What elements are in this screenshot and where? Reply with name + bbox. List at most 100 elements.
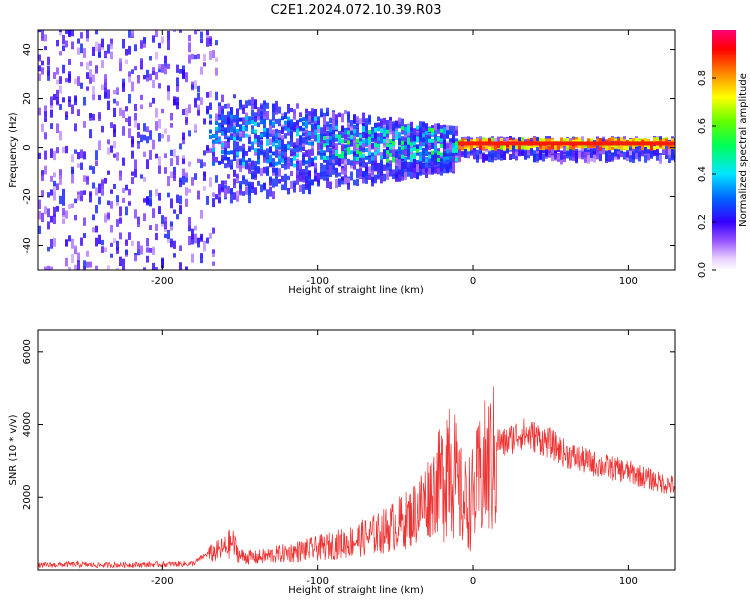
spectrogram-cell [80, 82, 83, 89]
spectrogram-band-cell [653, 146, 656, 151]
spectrogram-band-cell [611, 137, 614, 142]
spectrogram-band-cell [275, 139, 278, 144]
spectrogram-band-cell [350, 150, 353, 155]
spectrogram-band-cell [281, 144, 284, 149]
spectrogram-cell [416, 164, 419, 173]
spectrogram-cell [410, 165, 413, 172]
spectrogram-band-cell [266, 129, 269, 134]
spectrogram-band-cell [221, 131, 224, 136]
spectrogram-cell [371, 126, 374, 134]
spectrogram-cell [482, 154, 485, 163]
spectrogram-cell [62, 212, 65, 218]
spectrogram-cell [68, 30, 71, 36]
spectrogram-band-cell [485, 144, 488, 149]
spectrogram-cell [191, 234, 194, 240]
spectrogram-cell [572, 153, 575, 161]
spectrogram-cell [320, 162, 323, 168]
spectrogram-cell [155, 51, 158, 60]
spectrogram-band-cell [278, 139, 281, 144]
spectrogram-line-cell [500, 141, 503, 146]
spectrogram-cell [110, 145, 113, 153]
spectrogram-band-cell [377, 136, 380, 141]
spectrogram-band-cell [404, 145, 407, 150]
spectrogram-cell [188, 235, 191, 246]
spectrogram-cell [383, 118, 386, 126]
spectrogram-ytick-label: 0 [22, 144, 33, 150]
spectrogram-line-cell [479, 141, 482, 146]
spectrogram-cell [158, 83, 161, 89]
spectrogram-cell [77, 47, 80, 55]
spectrogram-cell [419, 140, 422, 147]
spectrogram-cell [284, 144, 287, 153]
spectrogram-cell [350, 138, 353, 147]
spectrogram-cell [413, 141, 416, 150]
spectrogram-cell [68, 235, 71, 242]
spectrogram-band-cell [227, 157, 230, 162]
spectrogram-cell [371, 152, 374, 158]
spectrogram-cell [374, 159, 377, 170]
spectrogram-band-cell [539, 144, 542, 149]
spectrogram-band-cell [317, 138, 320, 143]
spectrogram-band-cell [662, 144, 665, 149]
spectrogram-band-cell [482, 146, 485, 151]
spectrogram-cell [218, 105, 221, 115]
spectrogram-band-cell [233, 126, 236, 131]
spectrogram-cell [635, 150, 638, 160]
spectrogram-line-cell [578, 141, 581, 146]
spectrogram-band-cell [440, 138, 443, 143]
spectrogram-band-cell [209, 120, 212, 125]
spectrogram-cell [146, 69, 149, 78]
spectrogram-cell [506, 138, 509, 144]
spectrogram-band-cell [560, 144, 563, 149]
spectrogram-cell [437, 166, 440, 175]
spectrogram-cell [518, 148, 521, 156]
spectrogram-cell [287, 162, 290, 170]
spectrogram-cell [236, 131, 239, 140]
spectrogram-band-cell [491, 137, 494, 142]
spectrogram-band-cell [281, 158, 284, 163]
spectrogram-cell [146, 76, 149, 82]
spectrogram-cell [155, 30, 158, 38]
spectrogram-cell [167, 85, 170, 92]
spectrogram-cell [122, 126, 125, 136]
spectrogram-band-cell [476, 138, 479, 143]
spectrogram-cell [209, 116, 212, 125]
spectrogram-cell [44, 34, 47, 42]
spectrogram-cell [293, 188, 296, 193]
spectrogram-cell [422, 168, 425, 174]
spectrogram-band-cell [443, 127, 446, 132]
spectrogram-cell [65, 145, 68, 154]
spectrogram-band-cell [341, 154, 344, 159]
spectrogram-cell [233, 119, 236, 127]
spectrogram-cell [416, 159, 419, 165]
spectrogram-band-cell [386, 150, 389, 155]
spectrogram-line-cell [647, 141, 650, 146]
spectrogram-cell [158, 206, 161, 215]
spectrogram-cell [647, 153, 650, 161]
spectrogram-cell [380, 158, 383, 166]
spectrogram-cell [173, 149, 176, 158]
spectrogram-cell [227, 103, 230, 109]
spectrogram-cell [398, 159, 401, 169]
spectrogram-cell [308, 149, 311, 159]
spectrogram-band-cell [281, 151, 284, 156]
spectrogram-cell [308, 186, 311, 195]
spectrogram-cell [56, 123, 59, 133]
spectrogram-cell [302, 172, 305, 180]
spectrogram-cell [569, 152, 572, 161]
spectrogram-cell [290, 140, 293, 147]
spectrogram-cell [191, 253, 194, 263]
spectrogram-cell [245, 100, 248, 109]
spectrogram-cell [356, 159, 359, 165]
spectrogram-line-cell [587, 141, 590, 146]
spectrogram-xtick-label: -100 [306, 276, 329, 287]
spectrogram-cell [38, 30, 41, 33]
spectrogram-cell [77, 194, 80, 201]
spectrogram-cell [38, 210, 41, 220]
spectrogram-cell [341, 132, 344, 139]
spectrogram-cell [176, 155, 179, 166]
spectrogram-cell [107, 147, 110, 155]
spectrogram-cell [242, 107, 245, 114]
spectrogram-cell [71, 203, 74, 209]
spectrogram-cell [518, 137, 521, 142]
